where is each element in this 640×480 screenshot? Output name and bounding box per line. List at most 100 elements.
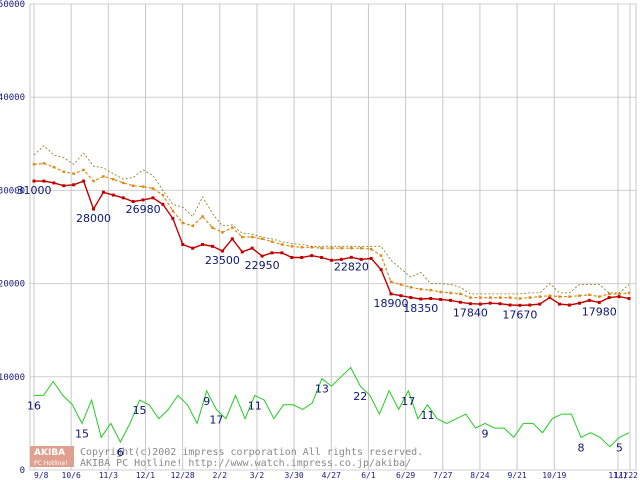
data-point	[330, 258, 333, 262]
price-label: 31000	[17, 184, 52, 197]
data-point	[310, 254, 314, 258]
data-point	[310, 246, 313, 249]
data-point	[290, 256, 294, 260]
data-point	[508, 296, 512, 299]
data-point	[350, 246, 353, 250]
y-tick-label: 50000	[0, 0, 25, 10]
series-highest-price	[33, 145, 630, 295]
x-tick-label: 6/1	[361, 471, 376, 480]
copyright-line-2: AKIBA PC Hotline! http://www.watch.impre…	[80, 458, 411, 469]
data-point	[280, 243, 284, 246]
count-label: 11	[248, 399, 262, 412]
count-label: 13	[315, 383, 329, 396]
data-point	[439, 297, 443, 301]
series-lowest-price	[32, 179, 631, 307]
data-point	[518, 303, 522, 307]
x-tick-label: 12/1	[136, 471, 155, 480]
data-point	[479, 296, 482, 299]
x-tick-label: 6/29	[396, 471, 415, 480]
data-point	[399, 283, 403, 286]
data-point	[122, 181, 125, 185]
data-point	[42, 162, 46, 165]
price-label: 28000	[76, 212, 111, 225]
count-label: 11	[420, 409, 434, 422]
labels-layer: 31000 28000 26980 23500 22950 22820 1890018350…	[17, 184, 623, 459]
series-average-price	[32, 162, 631, 300]
data-point	[449, 298, 452, 302]
data-point	[131, 184, 135, 187]
data-point	[588, 293, 591, 297]
akiba-logo: AKIBA PC Hotline!	[30, 446, 74, 467]
x-tick-label: 11/22	[614, 471, 638, 480]
data-point	[161, 193, 165, 197]
data-point	[92, 179, 95, 183]
count-label: 5	[616, 441, 623, 454]
data-point	[449, 291, 452, 295]
data-point	[151, 187, 155, 190]
data-point	[320, 256, 324, 260]
data-point	[439, 290, 442, 294]
data-point	[181, 221, 184, 225]
data-point	[270, 251, 274, 255]
count-label: 15	[133, 404, 147, 417]
data-point	[270, 240, 274, 243]
data-point	[429, 297, 433, 301]
x-tick-label: 2/2	[213, 471, 228, 480]
data-point	[62, 184, 66, 188]
data-point	[151, 196, 155, 200]
data-point	[141, 198, 145, 202]
data-point	[82, 179, 86, 183]
data-point	[32, 179, 36, 183]
data-point	[379, 254, 383, 257]
data-point	[300, 256, 304, 260]
price-label: 22820	[334, 260, 369, 273]
data-point	[360, 246, 363, 250]
data-point	[558, 302, 562, 306]
data-point	[230, 237, 234, 241]
data-point	[340, 246, 343, 250]
y-tick-label: 40000	[0, 93, 25, 103]
data-point	[389, 280, 393, 283]
data-point	[528, 296, 532, 299]
data-point	[220, 249, 224, 253]
price-label: 17670	[502, 308, 537, 321]
data-point	[488, 296, 492, 299]
data-point	[459, 292, 462, 296]
data-point	[597, 300, 601, 304]
copyright-line-1: Copyright(c)2002 impress corporation All…	[80, 447, 423, 458]
x-tick-label: 9/21	[507, 471, 526, 480]
data-point	[221, 231, 224, 234]
data-point	[498, 296, 502, 299]
data-point	[498, 302, 502, 306]
y-tick-label: 30000	[0, 186, 25, 196]
data-point	[538, 302, 542, 306]
data-point	[558, 295, 561, 298]
x-tick-label: 3/30	[284, 471, 303, 480]
data-point	[568, 303, 571, 307]
x-tick-label: 11/3	[99, 471, 118, 480]
data-point	[161, 202, 165, 206]
data-point	[369, 256, 373, 260]
data-point	[72, 183, 76, 187]
data-point	[260, 254, 264, 258]
series-line	[33, 145, 630, 295]
price-label: 18900	[374, 297, 409, 310]
data-point	[240, 250, 244, 254]
data-point	[141, 185, 145, 188]
data-point	[349, 255, 353, 259]
data-point	[72, 172, 75, 175]
x-tick-label: 11/1	[608, 471, 627, 480]
data-point	[300, 246, 303, 249]
x-tick-label: 4/27	[322, 471, 341, 480]
data-point	[211, 226, 214, 229]
count-label: 16	[27, 399, 41, 412]
data-point	[330, 246, 333, 250]
data-point	[577, 301, 581, 305]
data-point	[82, 168, 85, 172]
data-point	[201, 242, 205, 246]
data-point	[607, 292, 611, 296]
count-label: 9	[203, 395, 210, 408]
data-point	[231, 226, 234, 229]
data-point	[548, 296, 552, 300]
series-line	[34, 366, 630, 448]
